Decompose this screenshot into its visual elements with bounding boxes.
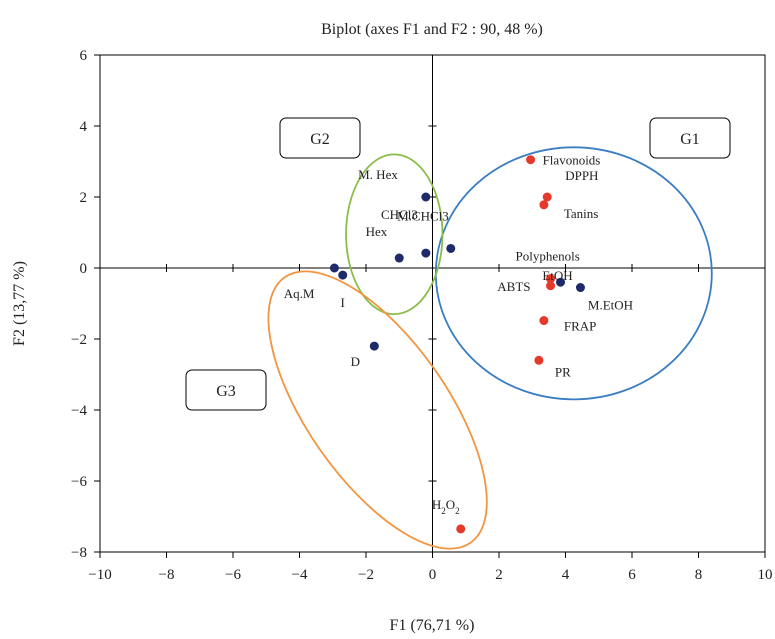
point-label-abts: ABTS	[497, 279, 530, 294]
y-tick-label: −4	[71, 403, 87, 419]
variable-point-flavonoids	[526, 155, 536, 165]
x-tick-label: 8	[695, 567, 703, 583]
point-label-dpph: DPPH	[565, 168, 598, 183]
chart-title: Biplot (axes F1 and F2 : 90, 48 %)	[321, 21, 543, 38]
variable-point-frap	[539, 316, 549, 326]
g2-box	[279, 117, 361, 159]
point-label-aq-m: Aq.M	[284, 286, 315, 301]
group-boxes: G1 G2 G3	[185, 117, 731, 411]
point-label-frap: FRAP	[564, 319, 597, 334]
data-points	[329, 155, 585, 534]
point-label-d: D	[351, 354, 360, 369]
g1-box-label: G1	[680, 131, 700, 148]
point-label-polyphenols: Polyphenols	[516, 249, 580, 264]
x-tick-label: 10	[758, 567, 773, 583]
variable-point-dpph	[542, 192, 552, 202]
point-label-hex: Hex	[366, 224, 388, 239]
y-tick-label: −8	[71, 545, 87, 561]
point-label-etoh: EtOH	[542, 268, 572, 283]
point-label-h2o2: H2O2	[432, 497, 460, 516]
g3-box-label: G3	[216, 383, 236, 400]
observation-point-m-hex	[421, 192, 431, 202]
group-ellipses	[267, 146, 713, 550]
x-tick-label: 0	[429, 567, 437, 583]
y-tick-label: −6	[71, 474, 87, 490]
y-tick-label: 2	[80, 190, 88, 206]
point-label-i: I	[341, 295, 345, 310]
x-tick-label: −6	[225, 567, 241, 583]
observation-point-etoh	[556, 277, 566, 287]
observation-point-d	[369, 341, 379, 351]
point-label-m-hex: M. Hex	[358, 167, 398, 182]
observation-point-chcl3	[421, 248, 431, 258]
observation-point-hex	[394, 253, 404, 263]
x-tick-label: 6	[628, 567, 636, 583]
y-tick-label: −2	[71, 332, 87, 348]
variable-point-h2o2	[456, 524, 466, 534]
y-tick-label: 0	[80, 261, 88, 277]
variable-point-abts	[546, 281, 556, 291]
g2-box-label: G2	[310, 131, 330, 148]
variable-point-tanins	[539, 200, 549, 210]
x-tick-label: −2	[358, 567, 374, 583]
point-label-chcl3: CHCl3	[381, 207, 418, 222]
variable-point-pr	[534, 355, 544, 365]
y-tick-label: 6	[80, 48, 88, 64]
point-label-pr: PR	[555, 364, 571, 379]
x-tick-label: −8	[159, 567, 175, 583]
y-tick-label: 4	[80, 119, 88, 135]
variable-point-polyphenols	[546, 274, 556, 284]
observation-point-aq-m	[329, 263, 339, 273]
x-tick-label: 4	[562, 567, 570, 583]
point-label-m-etoh: M.EtOH	[588, 298, 633, 313]
x-tick-label: −10	[88, 567, 111, 583]
x-tick-label: −4	[292, 567, 308, 583]
x-axis-label: F1 (76,71 %)	[390, 617, 475, 634]
y-axis-label: F2 (13,77 %)	[11, 261, 28, 346]
point-labels: M. Hex CHCl3 Hex M.CHCl3 Aq.M I D EtOH M.EtOH Fla…	[284, 153, 633, 516]
g1-box	[649, 117, 731, 159]
g3-ellipse	[267, 270, 488, 550]
g3-box	[185, 369, 267, 411]
point-label-flavonoids: Flavonoids	[543, 153, 601, 168]
observation-point-m-chcl3	[446, 243, 456, 253]
point-label-m-chcl3: M.CHCl3	[397, 208, 449, 223]
x-tick-label: 2	[495, 567, 503, 583]
g1-ellipse	[434, 146, 713, 401]
point-label-tanins: Tanins	[564, 206, 598, 221]
observation-point-m-etoh	[575, 283, 585, 293]
observation-point-i	[338, 270, 348, 280]
g2-ellipse	[345, 153, 444, 316]
